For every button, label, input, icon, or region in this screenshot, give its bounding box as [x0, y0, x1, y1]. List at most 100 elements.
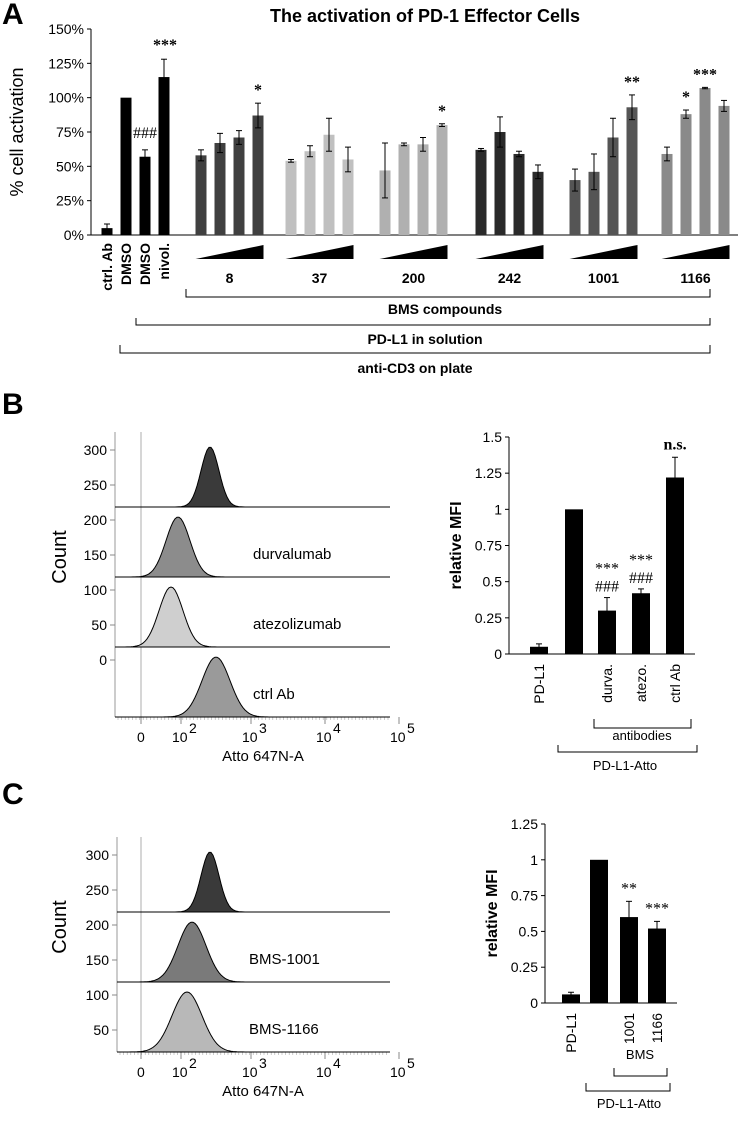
y-tick-label: 75%	[56, 124, 84, 140]
category-label: atezo.	[633, 664, 649, 702]
bar-compound	[195, 155, 207, 235]
category-label: ctrl. Ab	[99, 243, 115, 291]
bar-compound	[398, 144, 410, 235]
y-tick-label: 50	[91, 617, 107, 633]
bar-compound	[304, 151, 316, 235]
bar-control	[120, 97, 132, 236]
y-axis-label: Count	[49, 900, 71, 954]
bar-compound	[475, 149, 487, 235]
error-bar	[572, 168, 578, 192]
category-label: 1001	[621, 1013, 637, 1044]
bar-compound	[532, 171, 544, 235]
significance-label: *	[438, 103, 446, 120]
bracket-label: PD-L1-Atto	[597, 1096, 661, 1111]
bar-control	[139, 156, 151, 235]
bar-compound	[342, 159, 354, 235]
panel-letter-b: B	[2, 388, 24, 421]
bar-mfi	[565, 509, 583, 654]
group-label: 1166	[680, 270, 711, 286]
y-axis-label: relative MFI	[448, 501, 465, 589]
concentration-wedge	[661, 245, 730, 259]
histogram-peak	[117, 851, 390, 913]
category-label: 1166	[649, 1013, 665, 1043]
error-bar	[478, 147, 484, 152]
bracket-label: PD-L1 in solution	[367, 331, 482, 347]
error-bar	[401, 142, 407, 147]
error-bar	[672, 456, 678, 499]
significance-label: ***	[645, 900, 669, 917]
bracket-pd-l1-atto	[557, 745, 698, 753]
error-bar	[626, 900, 632, 934]
bracket-label: antibodies	[612, 728, 672, 743]
bar-compound	[417, 144, 429, 235]
category-label: PD-L1	[563, 1013, 579, 1053]
bar-compound	[569, 180, 581, 235]
y-tick-label: 250	[84, 477, 108, 493]
track-label: ctrl Ab	[253, 686, 295, 703]
chart-title: The activation of PD-1 Effector Cells	[270, 6, 580, 26]
x-tick-exponent: 3	[259, 1055, 267, 1071]
bar-compound	[436, 125, 448, 235]
y-tick-label: 300	[84, 442, 108, 458]
y-tick-label: 0.25	[475, 610, 502, 626]
x-tick-label: 10	[316, 729, 332, 745]
y-tick-label: 150%	[48, 21, 84, 37]
bar-mfi	[666, 477, 684, 654]
panel-letter-c: C	[2, 778, 24, 811]
significance-label: *	[254, 82, 262, 99]
bar-compound	[588, 171, 600, 235]
error-bar	[420, 136, 426, 152]
x-tick-exponent: 2	[189, 720, 197, 736]
y-axis-label: Count	[49, 530, 71, 584]
concentration-wedge	[569, 245, 638, 259]
bar-compound	[607, 137, 619, 235]
y-tick-label: 200	[86, 917, 110, 933]
bracket-pd-l1-atto	[585, 1083, 671, 1092]
x-tick-exponent: 3	[259, 720, 267, 736]
category-label: DMSO	[137, 243, 153, 285]
error-bar	[610, 117, 616, 158]
y-tick-label: 150	[84, 547, 108, 563]
y-tick-label: 150	[86, 952, 110, 968]
category-label: DMSO	[118, 243, 134, 285]
bar-mfi	[562, 994, 580, 1003]
error-bar	[104, 223, 110, 233]
y-tick-label: 1.5	[483, 429, 503, 445]
error-bar	[255, 102, 261, 129]
error-bar	[236, 130, 242, 145]
error-bar	[288, 158, 294, 163]
group-label: 200	[402, 270, 426, 286]
bar-mfi	[620, 917, 638, 1003]
bracket-pd-l1	[135, 318, 711, 326]
y-tick-label: 0%	[64, 227, 84, 243]
error-bar	[721, 99, 727, 112]
significance-label: ###	[133, 125, 157, 142]
x-tick-label: 10	[172, 1064, 188, 1080]
y-tick-label: 0.75	[475, 538, 502, 554]
x-tick-label: 10	[390, 1064, 406, 1080]
group-label: 242	[498, 270, 522, 286]
bar-compound	[214, 142, 226, 235]
y-tick-label: 125%	[48, 55, 84, 71]
x-tick-label: 10	[316, 1064, 332, 1080]
y-tick-label: 300	[86, 847, 110, 863]
bar-compound	[252, 115, 264, 235]
track-label: BMS-1166	[249, 1021, 319, 1038]
bar-mfi	[598, 610, 616, 654]
y-tick-label: 1	[530, 852, 538, 868]
y-tick-label: 250	[86, 882, 110, 898]
significance-label: ###	[595, 579, 619, 596]
significance-label: ***	[629, 552, 653, 569]
bracket-bms	[185, 289, 711, 298]
bar-compound	[285, 160, 297, 235]
bar-compound	[699, 88, 711, 235]
y-tick-label: 200	[84, 512, 108, 528]
x-tick-label: 0	[137, 729, 145, 745]
significance-label: **	[624, 74, 640, 91]
significance-label: ***	[595, 561, 619, 578]
significance-label: *	[682, 89, 690, 106]
bar-mfi	[590, 859, 608, 1003]
y-tick-label: 0	[530, 995, 538, 1011]
bar-compound	[626, 107, 638, 235]
